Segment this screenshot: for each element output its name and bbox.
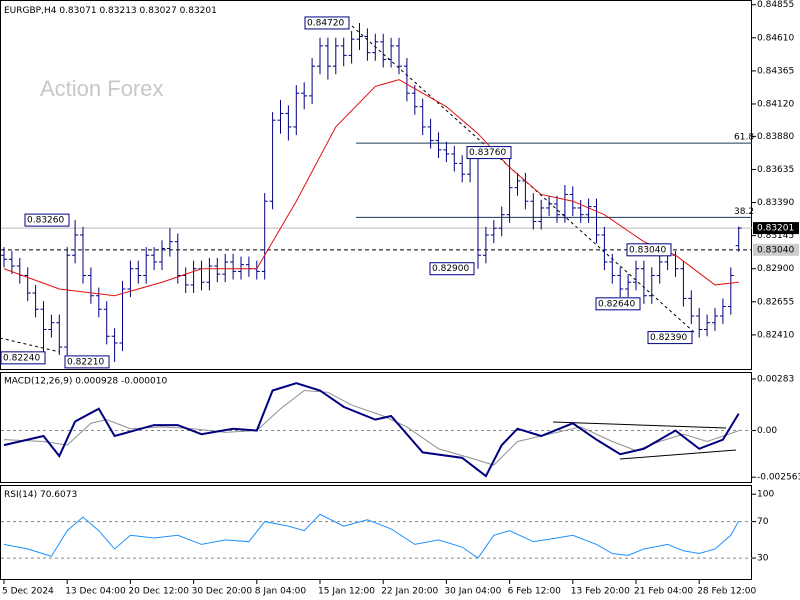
axis-box-label: 0.83201	[757, 224, 794, 234]
open: 0.83071	[59, 6, 96, 16]
y-tick-label: 0.84365	[757, 66, 794, 76]
y-tick-label: 0.84120	[757, 99, 794, 109]
axis-box	[753, 243, 799, 256]
series-line	[3, 389, 739, 466]
y-tick-label: 0.84610	[757, 33, 794, 43]
price-label-box	[304, 16, 350, 30]
series-line	[3, 79, 739, 297]
y-tick-label: 0.82900	[757, 264, 794, 274]
price-label: 0.82240	[3, 353, 40, 363]
price-label-box	[24, 213, 70, 227]
trend-line	[552, 421, 727, 429]
macd-panel	[0, 372, 752, 483]
trend-line	[619, 449, 737, 460]
y-tick-label: 0.83635	[757, 165, 794, 175]
rsi-panel	[0, 485, 752, 580]
x-tick-label: 28 Feb 12:00	[697, 587, 756, 597]
price-label-box	[466, 146, 512, 160]
y-tick-label: 0.83880	[757, 132, 794, 142]
y-tick-label: 30	[757, 554, 769, 564]
x-tick-label: 20 Dec 12:00	[128, 587, 189, 597]
price-label-box	[595, 297, 641, 311]
x-tick-label: 15 Jan 12:00	[318, 587, 375, 597]
price-label-box	[64, 355, 110, 369]
series-line	[3, 513, 740, 559]
y-tick-label: -0.002563	[757, 473, 800, 483]
y-tick-label: 0.84855	[757, 0, 794, 10]
y-tick-label: 0.82410	[757, 330, 794, 340]
y-tick-label: 70	[757, 517, 769, 527]
x-tick-label: 13 Feb 20:00	[571, 587, 630, 597]
price-header: EURGBP,H4 0.83071 0.83213 0.83027 0.8320…	[4, 6, 217, 16]
price-label: 0.83040	[629, 245, 666, 255]
symbol: EURGBP,H4	[4, 6, 57, 16]
x-tick-label: 30 Dec 20:00	[192, 587, 253, 597]
series-line	[3, 382, 740, 478]
x-tick-label: 21 Feb 04:00	[634, 587, 693, 597]
price-label-box	[626, 243, 672, 257]
y-tick-label: 0.00283	[757, 375, 794, 385]
x-tick-label: 8 Jan 04:00	[255, 587, 307, 597]
price-label: 0.84720	[307, 18, 344, 28]
high: 0.83213	[99, 6, 136, 16]
trend-line	[0, 337, 61, 353]
price-label: 0.82900	[432, 264, 469, 274]
price-panel	[0, 0, 752, 370]
x-tick-label: 13 Dec 04:00	[65, 587, 126, 597]
macd-header: MACD(12,26,9) 0.000928 -0.000010	[4, 377, 167, 387]
fib-label: 61.8	[734, 133, 754, 143]
price-label-box	[429, 262, 475, 276]
rsi-header: RSI(14) 70.6073	[4, 490, 77, 500]
y-tick-label: 0.00	[757, 426, 777, 436]
y-tick-label: 100	[757, 490, 774, 500]
rsi-label: RSI(14)	[4, 490, 37, 500]
y-tick-label: 0.83390	[757, 198, 794, 208]
close: 0.83201	[180, 6, 217, 16]
x-tick-label: 30 Jan 04:00	[444, 587, 501, 597]
price-label-box	[0, 351, 46, 365]
price-label: 0.82210	[67, 357, 104, 367]
low: 0.83027	[140, 6, 177, 16]
axis-box-label: 0.83040	[757, 245, 794, 255]
price-label: 0.82390	[650, 333, 687, 343]
price-label: 0.83260	[27, 216, 64, 226]
price-label: 0.83760	[469, 148, 506, 158]
fib-label: 38.2	[734, 207, 754, 217]
price-label: 0.82640	[598, 299, 635, 309]
x-tick-label: 5 Dec 2024	[2, 587, 54, 597]
price-label-box	[647, 331, 693, 345]
x-tick-label: 6 Feb 12:00	[508, 587, 562, 597]
watermark: Action Forex	[40, 76, 164, 101]
y-tick-label: 0.82655	[757, 297, 794, 307]
axis-box	[753, 222, 799, 235]
y-tick-label: 0.83145	[757, 231, 794, 241]
rsi-value: 70.6073	[40, 490, 77, 500]
x-tick-label: 22 Jan 20:00	[381, 587, 438, 597]
